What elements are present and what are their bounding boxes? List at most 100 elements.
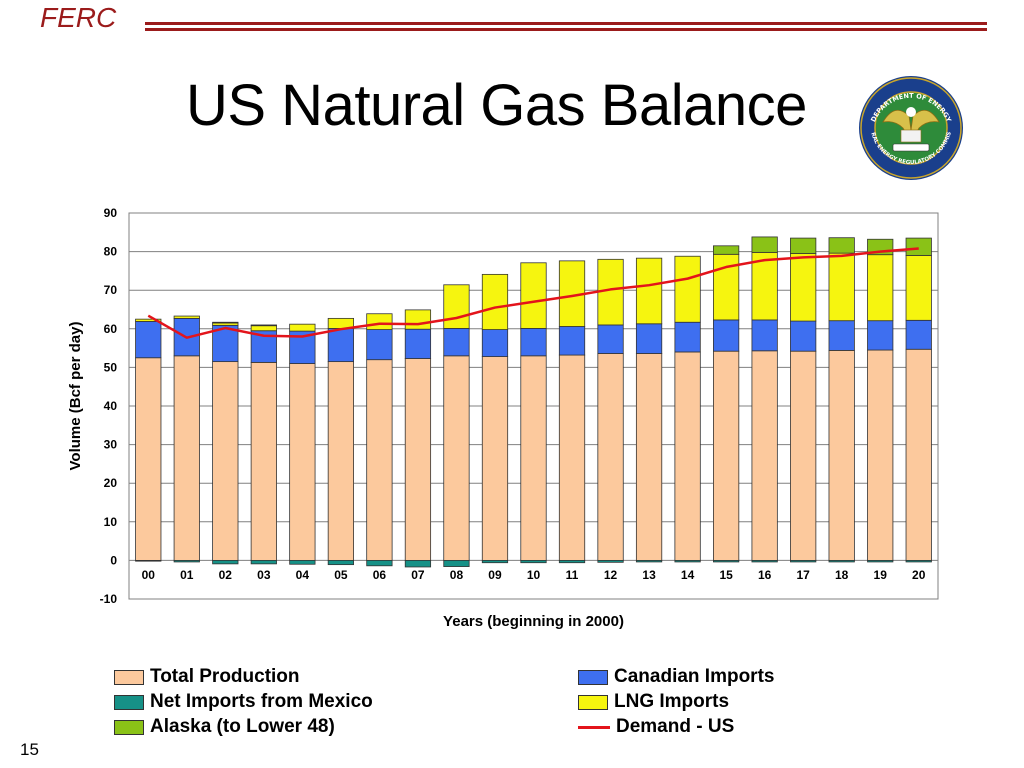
legend-label: Alaska (to Lower 48)	[150, 716, 335, 737]
x-tick-label: 07	[411, 568, 425, 582]
y-tick-label: -10	[100, 592, 118, 606]
bar-segment-mexico	[635, 559, 663, 563]
bar-segment-lng	[867, 254, 894, 322]
x-tick-label: 12	[604, 568, 618, 582]
seal-shield	[900, 129, 922, 143]
seal-eagle-wings	[882, 109, 940, 143]
legend-item-lng-imports: LNG Imports	[578, 691, 729, 713]
brand-logo-text: FERC	[40, 2, 117, 33]
x-tick-label: 14	[681, 568, 695, 582]
bar-segment-lng	[905, 255, 932, 321]
bar-segment-lng	[790, 253, 817, 322]
bar-segment-mexico	[250, 559, 277, 565]
x-tick-label: 19	[874, 568, 888, 582]
legend-label: LNG Imports	[614, 691, 730, 712]
bar-segment-lng	[135, 318, 162, 322]
x-tick-label: 15	[719, 568, 733, 582]
x-tick-label: 04	[296, 568, 310, 582]
y-tick-label: 0	[110, 553, 117, 567]
legend-item-mexico-imports: Net Imports from Mexico	[114, 691, 373, 713]
bar-segment-mexico	[173, 559, 200, 563]
bar-segment-mexico	[674, 559, 701, 563]
bar-segment-canada	[481, 329, 509, 357]
y-tick-label: 30	[104, 438, 118, 452]
bar-segment-mexico	[212, 559, 239, 565]
bar-segment-alaska	[790, 237, 817, 254]
x-tick-label: 16	[758, 568, 772, 582]
legend-swatch-alaska	[114, 719, 144, 735]
y-tick-label: 50	[104, 360, 118, 374]
bar-segment-mexico	[404, 559, 432, 568]
bar-segment-mexico	[327, 559, 354, 566]
x-tick-label: 02	[219, 568, 233, 582]
bar-segment-canada	[751, 319, 778, 352]
bar-segment-production	[443, 355, 470, 561]
x-tick-label: 17	[796, 568, 810, 582]
legend-item-total-production: Total Production	[114, 666, 300, 688]
x-tick-label: 09	[488, 568, 502, 582]
y-tick-label: 60	[104, 322, 118, 336]
x-axis-label: Years (beginning in 2000)	[443, 613, 624, 630]
bar-segment-production	[212, 361, 239, 561]
bar-segment-lng	[520, 262, 547, 329]
legend-swatch-production	[114, 669, 144, 685]
bar-segment-mexico	[597, 559, 624, 563]
x-tick-label: 10	[527, 568, 541, 582]
bar-segment-lng	[404, 309, 432, 330]
bar-segment-mexico	[558, 559, 586, 564]
bar-segment-canada	[867, 320, 894, 351]
bar-segment-production	[289, 363, 316, 561]
bar-segment-canada	[790, 320, 817, 352]
x-tick-label: 05	[334, 568, 348, 582]
y-tick-label: 70	[104, 283, 118, 297]
bar-segment-lng	[713, 253, 740, 321]
bar-segment-canada	[520, 328, 547, 357]
legend-item-alaska: Alaska (to Lower 48)	[114, 716, 335, 738]
bar-segment-alaska	[212, 321, 239, 324]
bar-segment-mexico	[366, 559, 393, 567]
bar-segment-canada	[635, 323, 663, 354]
x-tick-label: 06	[373, 568, 387, 582]
y-tick-label: 90	[104, 206, 118, 220]
bar-segment-alaska	[905, 237, 932, 256]
bar-segment-lng	[250, 325, 277, 332]
bar-segment-lng	[481, 273, 509, 330]
bar-segment-lng	[173, 315, 200, 319]
slide-title: US Natural Gas Balance	[186, 73, 807, 138]
bar-segment-production	[905, 348, 932, 561]
bar-segment-mexico	[867, 559, 894, 563]
y-axis-label: Volume (Bcf per day)	[67, 322, 84, 471]
bar-segment-lng	[635, 257, 663, 325]
bar-segment-canada	[597, 324, 624, 354]
bar-segment-production	[366, 359, 393, 561]
bar-segment-production	[520, 355, 547, 561]
y-tick-label: 40	[104, 399, 118, 413]
bar-segment-production	[558, 354, 586, 561]
seal-emblem-bar	[892, 143, 930, 152]
legend-swatch-demand	[578, 725, 610, 729]
chart-legend: Total Production Canadian Imports Net Im…	[0, 666, 1024, 746]
demand-line	[147, 247, 919, 339]
bar-segment-production	[597, 353, 624, 561]
y-tick-label: 80	[104, 245, 118, 259]
legend-swatch-canada	[578, 669, 608, 685]
bar-segment-production	[250, 361, 277, 561]
bar-segment-mexico	[443, 559, 470, 567]
plot-frame	[128, 212, 939, 600]
bar-segment-production	[173, 355, 200, 561]
bar-segment-lng	[674, 255, 701, 323]
page-number: 15	[20, 740, 39, 759]
bar-segment-canada	[135, 321, 162, 359]
bar-segment-alaska	[250, 324, 277, 327]
bar-segment-canada	[558, 326, 586, 356]
bar-segment-production	[404, 358, 432, 561]
bar-segment-mexico	[828, 559, 855, 563]
bar-segment-production	[481, 356, 509, 561]
x-tick-label: 11	[566, 568, 579, 582]
bar-segment-alaska	[828, 237, 855, 254]
bar-segment-lng	[289, 323, 316, 332]
bar-segment-production	[713, 350, 740, 561]
bar-segment-lng	[828, 252, 855, 322]
legend-label: Total Production	[150, 666, 300, 687]
bar-segment-production	[790, 350, 817, 561]
